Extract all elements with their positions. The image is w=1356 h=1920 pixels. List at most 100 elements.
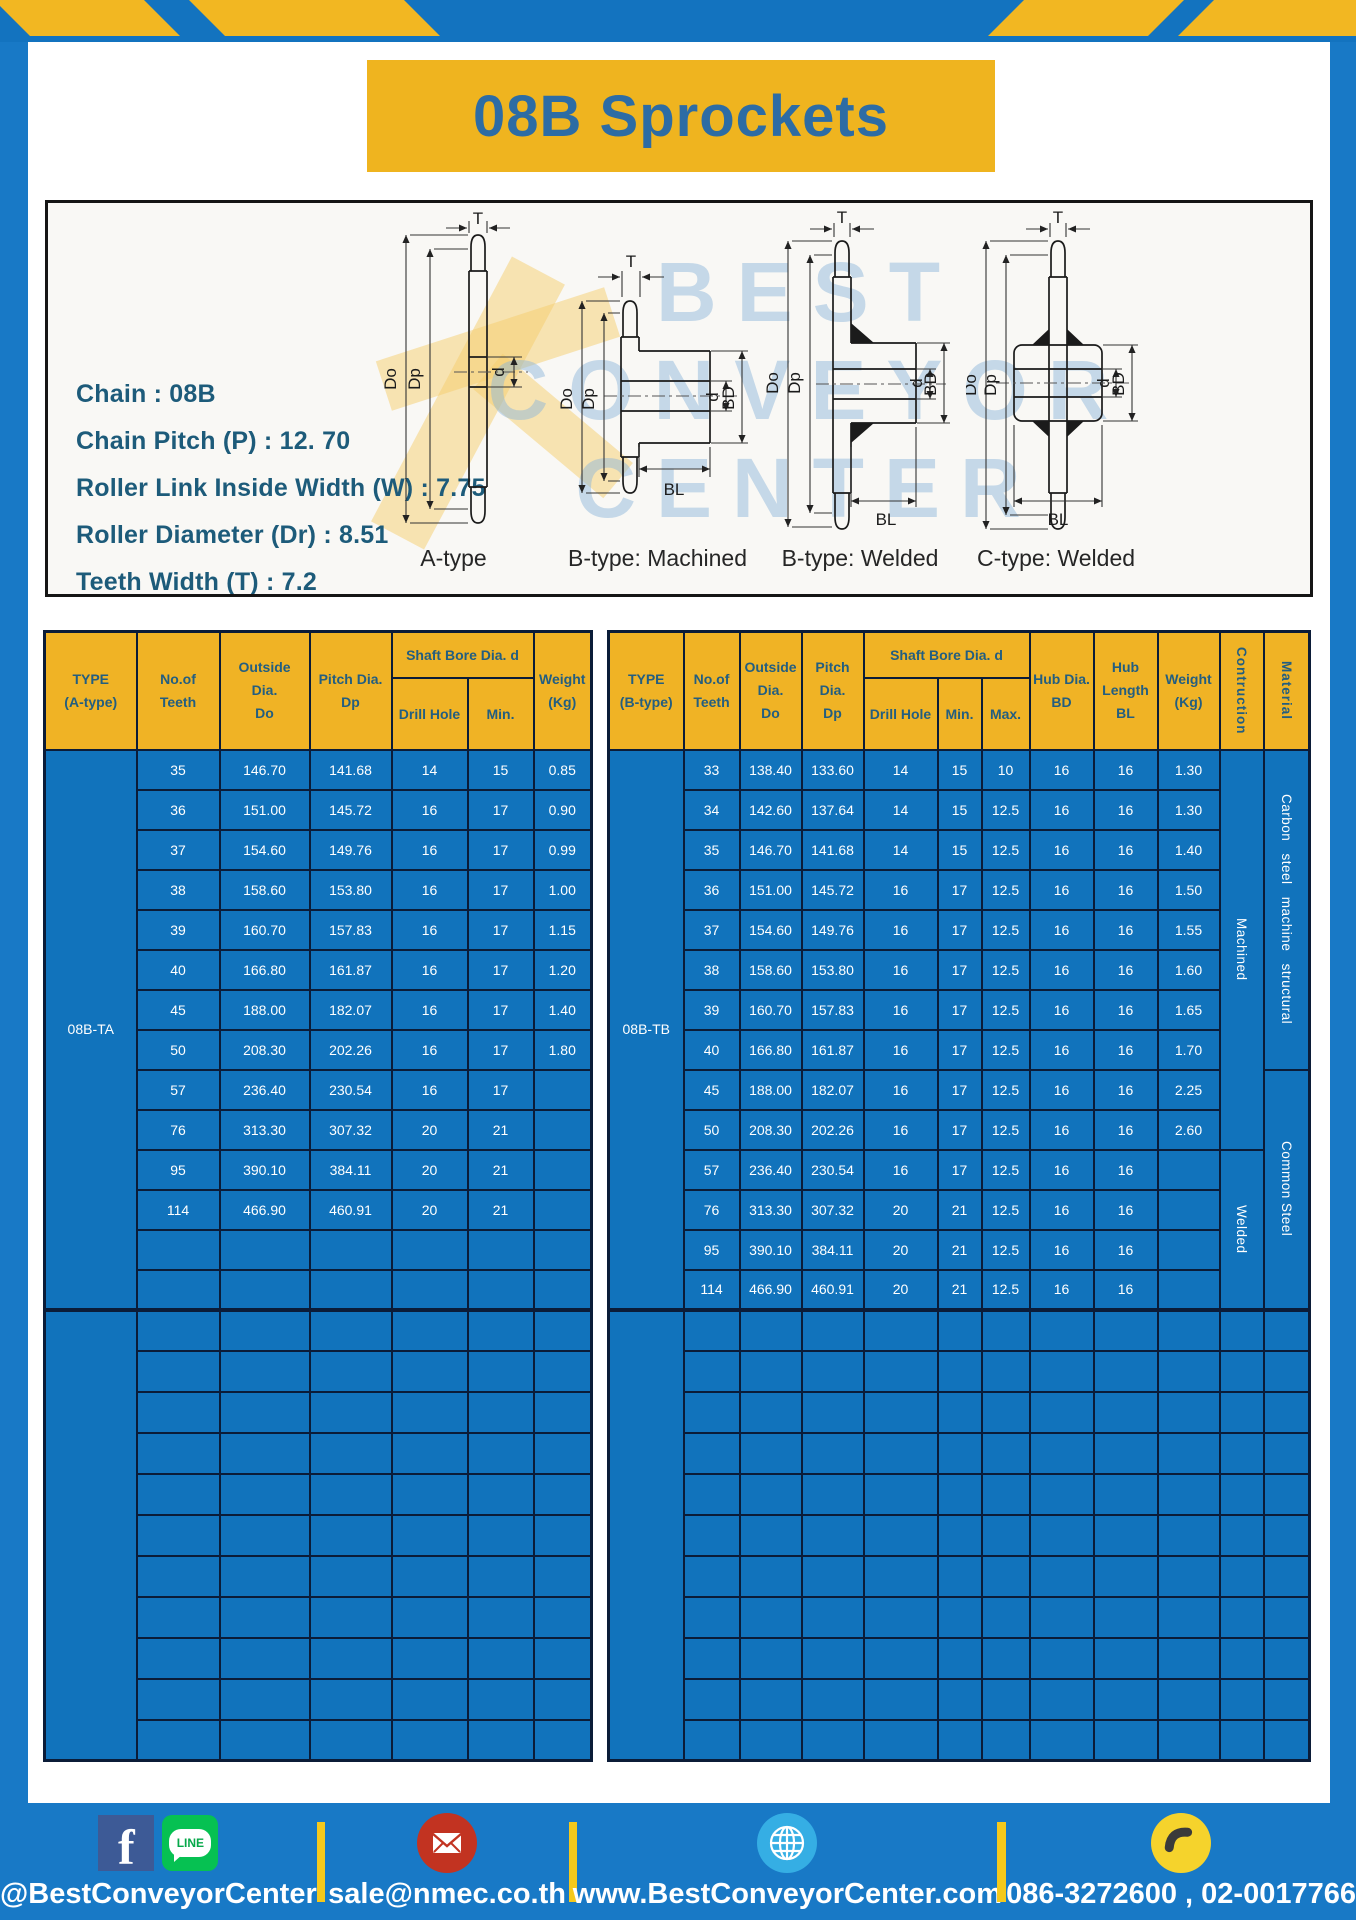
material-cell: Common Steel bbox=[1262, 1068, 1311, 1311]
data-cell bbox=[738, 1349, 803, 1393]
data-cell: 17 bbox=[936, 1108, 983, 1151]
data-cell: 16 bbox=[1028, 1188, 1095, 1231]
data-cell: 38 bbox=[135, 868, 221, 911]
data-cell bbox=[218, 1472, 311, 1516]
spec-line: Roller Diameter (Dr) : 8.51 bbox=[76, 521, 389, 549]
data-cell: 390.10 bbox=[738, 1228, 803, 1271]
data-cell bbox=[532, 1718, 593, 1762]
data-cell: 14 bbox=[390, 748, 469, 791]
data-cell: 20 bbox=[862, 1268, 939, 1311]
data-cell bbox=[1028, 1390, 1095, 1434]
data-cell: 160.70 bbox=[738, 988, 803, 1031]
data-cell bbox=[308, 1390, 393, 1434]
data-cell bbox=[135, 1390, 221, 1434]
dim-label-t: T bbox=[473, 211, 483, 228]
data-cell: 17 bbox=[936, 1068, 983, 1111]
data-cell: 45 bbox=[682, 1068, 741, 1111]
footer-contact-2: sale@nmec.co.th bbox=[325, 1812, 568, 1911]
data-cell bbox=[980, 1677, 1031, 1721]
footer-contact-text[interactable]: www.BestConveyorCenter.com bbox=[572, 1878, 1002, 1910]
footer-contact-text[interactable]: 086-3272600 , 02-0017766 bbox=[1006, 1878, 1356, 1910]
data-cell bbox=[308, 1349, 393, 1393]
data-cell bbox=[390, 1268, 469, 1311]
data-cell: 50 bbox=[135, 1028, 221, 1071]
dim-label-bl: BL bbox=[664, 480, 685, 499]
data-cell bbox=[936, 1718, 983, 1762]
facebook-icon[interactable]: f bbox=[98, 1815, 155, 1872]
data-cell: 2.60 bbox=[1156, 1108, 1221, 1151]
data-cell: 114 bbox=[682, 1268, 741, 1311]
dim-label-do: Do bbox=[381, 368, 400, 390]
data-cell bbox=[1156, 1268, 1221, 1311]
dim-label-t: T bbox=[1053, 211, 1063, 227]
data-cell bbox=[466, 1431, 535, 1475]
data-cell: 15 bbox=[936, 748, 983, 791]
material-cell: Carbon steel machine structural bbox=[1262, 748, 1311, 1071]
data-cell: 16 bbox=[390, 908, 469, 951]
data-cell bbox=[218, 1307, 311, 1352]
data-cell: 17 bbox=[466, 908, 535, 951]
col-header-max: Max. bbox=[980, 676, 1031, 751]
globe-icon[interactable] bbox=[757, 1813, 818, 1873]
b-type-table: TYPE (B-type) No.of Teeth Outside Dia. Do Pitch… bbox=[607, 630, 1311, 1762]
data-cell bbox=[135, 1268, 221, 1311]
data-cell: 33 bbox=[682, 748, 741, 791]
data-cell: 114 bbox=[135, 1188, 221, 1231]
dim-label-d: d bbox=[1094, 378, 1113, 387]
data-cell: 16 bbox=[1092, 1028, 1159, 1071]
data-cell: 313.30 bbox=[738, 1188, 803, 1231]
data-cell bbox=[862, 1636, 939, 1680]
data-cell: 133.60 bbox=[800, 748, 865, 791]
data-cell: 16 bbox=[1028, 1268, 1095, 1311]
data-cell bbox=[308, 1554, 393, 1598]
data-cell: 12.5 bbox=[980, 1108, 1031, 1151]
data-cell bbox=[1092, 1431, 1159, 1475]
footer-contact-text[interactable]: @BestConveyorCenter bbox=[0, 1878, 317, 1910]
phone-icon[interactable] bbox=[1151, 1813, 1212, 1873]
data-cell: 230.54 bbox=[800, 1148, 865, 1191]
col-header-hub-length: Hub Length BL bbox=[1092, 630, 1159, 751]
data-cell bbox=[308, 1636, 393, 1680]
col-header-shaft-bore: Shaft Bore Dia. d bbox=[862, 630, 1031, 679]
data-cell bbox=[800, 1307, 865, 1352]
data-cell: 40 bbox=[682, 1028, 741, 1071]
line-icon[interactable]: LINE bbox=[162, 1815, 219, 1871]
data-cell: 15 bbox=[466, 748, 535, 791]
diagram-caption: C-type: Welded bbox=[976, 545, 1136, 571]
data-cell bbox=[1028, 1513, 1095, 1557]
data-cell: 37 bbox=[135, 828, 221, 871]
data-cell bbox=[1028, 1472, 1095, 1516]
data-cell bbox=[308, 1472, 393, 1516]
data-cell: 0.85 bbox=[532, 748, 593, 791]
spec-line: Chain Pitch (P) : 12. 70 bbox=[76, 427, 351, 455]
data-cell bbox=[862, 1595, 939, 1639]
data-cell: 16 bbox=[862, 1028, 939, 1071]
data-cell: 16 bbox=[862, 1068, 939, 1111]
col-header-weight: Weight (Kg) bbox=[1156, 630, 1221, 751]
data-cell bbox=[682, 1554, 741, 1598]
data-cell bbox=[1092, 1349, 1159, 1393]
data-cell: 146.70 bbox=[218, 748, 311, 791]
data-cell: 151.00 bbox=[218, 788, 311, 831]
data-cell: 0.99 bbox=[532, 828, 593, 871]
data-cell: 1.00 bbox=[532, 868, 593, 911]
footer-divider bbox=[568, 1821, 578, 1902]
data-cell: 161.87 bbox=[308, 948, 393, 991]
data-cell bbox=[308, 1677, 393, 1721]
data-cell bbox=[738, 1554, 803, 1598]
data-cell: 2.25 bbox=[1156, 1068, 1221, 1111]
data-cell: 16 bbox=[390, 1028, 469, 1071]
footer-divider bbox=[316, 1821, 326, 1902]
footer-contact-1: f LINE @BestConveyorCenter bbox=[0, 1812, 317, 1911]
diagram-caption: A-type bbox=[420, 545, 487, 571]
data-cell bbox=[1092, 1307, 1159, 1352]
data-cell: 16 bbox=[1028, 1108, 1095, 1151]
col-header-drill-hole: Drill Hole bbox=[862, 676, 939, 751]
email-icon[interactable] bbox=[417, 1813, 478, 1873]
footer-contact-text[interactable]: sale@nmec.co.th bbox=[328, 1878, 566, 1910]
data-cell bbox=[308, 1513, 393, 1557]
data-cell: 17 bbox=[466, 868, 535, 911]
data-cell bbox=[135, 1595, 221, 1639]
data-cell bbox=[1218, 1718, 1265, 1762]
data-cell bbox=[1092, 1554, 1159, 1598]
